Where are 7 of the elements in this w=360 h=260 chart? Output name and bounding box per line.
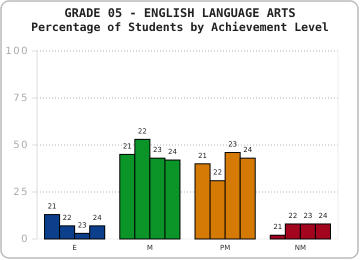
y-tick-label: 100 — [5, 46, 29, 58]
y-tick-label: 0 — [21, 234, 29, 246]
y-tick-label: 25 — [13, 187, 29, 198]
chart-title: GRADE 05 - ENGLISH LANGUAGE ARTS — [64, 6, 296, 20]
y-tick-label: 50 — [13, 140, 29, 152]
chart-subtitle: Percentage of Students by Achievement Level — [31, 20, 329, 34]
y-tick-label: 75 — [13, 93, 29, 104]
